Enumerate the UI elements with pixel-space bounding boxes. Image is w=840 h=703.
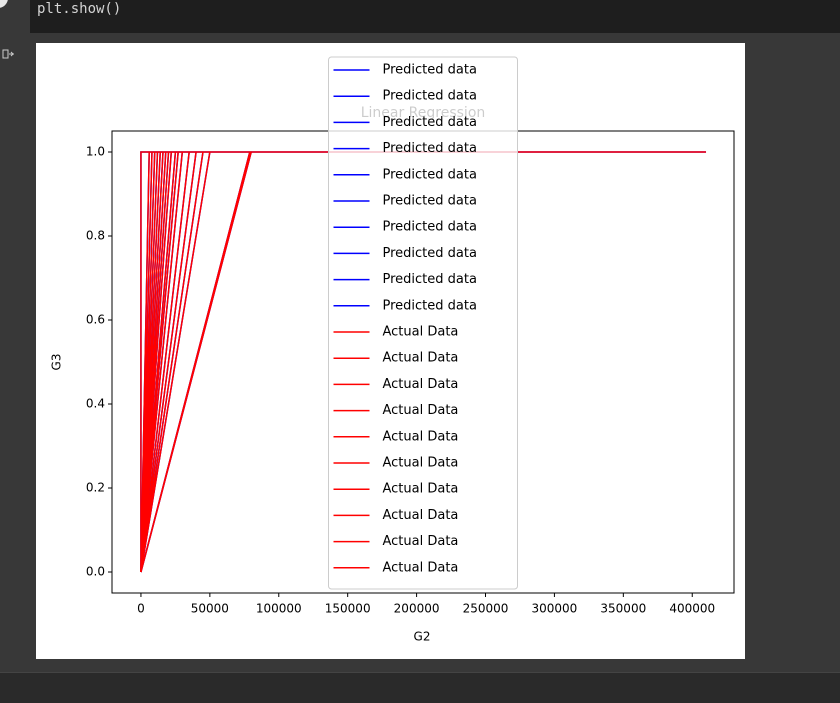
x-tick-label: 300000 bbox=[532, 602, 578, 616]
data-line bbox=[140, 151, 184, 573]
legend-label: Actual Data bbox=[383, 325, 459, 340]
data-line bbox=[140, 151, 211, 573]
legend-label: Predicted data bbox=[383, 246, 477, 261]
y-tick-label: 0.2 bbox=[86, 481, 105, 495]
legend-label: Actual Data bbox=[383, 403, 459, 418]
legend-label: Actual Data bbox=[383, 534, 459, 549]
y-tick-label: 0.4 bbox=[86, 397, 105, 411]
y-tick-label: 0.8 bbox=[86, 229, 105, 243]
legend-label: Predicted data bbox=[383, 272, 477, 287]
legend-label: Actual Data bbox=[383, 508, 459, 523]
y-tick-label: 0.6 bbox=[86, 313, 105, 327]
data-line bbox=[140, 151, 164, 573]
data-line bbox=[140, 151, 159, 573]
x-tick-label: 0 bbox=[137, 602, 145, 616]
x-tick-label: 400000 bbox=[669, 602, 715, 616]
legend-label: Actual Data bbox=[383, 351, 459, 366]
legend-label: Actual Data bbox=[383, 429, 459, 444]
legend-label: Predicted data bbox=[383, 194, 477, 209]
y-tick-label: 1.0 bbox=[86, 145, 105, 159]
y-tick-label: 0.0 bbox=[86, 565, 105, 579]
run-button[interactable] bbox=[0, 0, 8, 8]
legend-label: Actual Data bbox=[383, 456, 459, 471]
legend-label: Actual Data bbox=[383, 560, 459, 575]
legend-label: Actual Data bbox=[383, 482, 459, 497]
output-icon[interactable] bbox=[2, 48, 14, 60]
chart: Linear Regression G2 G3 Predicted dataPr… bbox=[36, 43, 745, 659]
legend-label: Predicted data bbox=[383, 298, 477, 313]
data-line bbox=[140, 151, 170, 573]
code-text: plt.show() bbox=[37, 1, 122, 17]
legend-label: Predicted data bbox=[383, 141, 477, 156]
x-tick-label: 50000 bbox=[191, 602, 229, 616]
legend-label: Predicted data bbox=[383, 220, 477, 235]
data-line bbox=[140, 151, 153, 573]
legend-label: Predicted data bbox=[383, 167, 477, 182]
data-line bbox=[140, 151, 252, 573]
legend-label: Actual Data bbox=[383, 377, 459, 392]
data-line bbox=[140, 151, 197, 573]
x-tick-label: 250000 bbox=[463, 602, 509, 616]
legend-label: Predicted data bbox=[383, 63, 477, 78]
legend-label: Predicted data bbox=[383, 115, 477, 130]
x-tick-label: 200000 bbox=[394, 602, 440, 616]
y-axis-label: G3 bbox=[50, 354, 64, 371]
x-tick-label: 100000 bbox=[256, 602, 302, 616]
data-line bbox=[140, 151, 177, 573]
x-axis-label: G2 bbox=[414, 630, 431, 644]
x-tick-label: 150000 bbox=[325, 602, 371, 616]
code-cell[interactable]: plt.show() bbox=[30, 0, 840, 33]
x-tick-label: 350000 bbox=[600, 602, 646, 616]
legend-box bbox=[328, 56, 518, 590]
legend-label: Predicted data bbox=[383, 89, 477, 104]
next-cell bbox=[0, 672, 840, 703]
